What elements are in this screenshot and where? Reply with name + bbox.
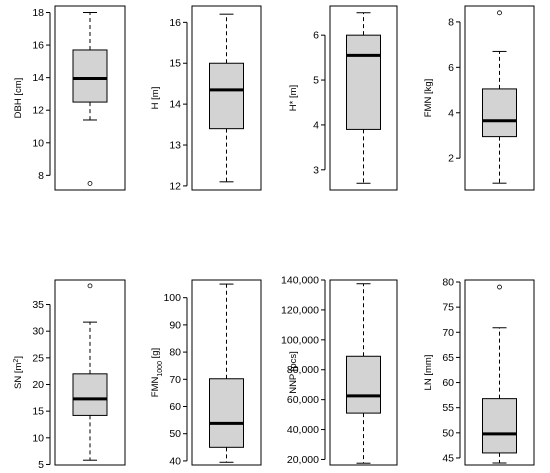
y-tick-label: 50 [442,427,454,439]
y-tick-label: 14 [169,99,181,111]
y-tick-label: 4 [448,107,454,119]
y-tick-label: 14 [32,72,44,84]
chart-panel: 8 10 12 14 16 18 DBH [cm] [13,5,126,191]
y-tick-label: 60 [442,377,454,389]
y-tick-label: 80 [169,347,181,359]
iqr-box [482,88,517,138]
y-tick-label: 50 [169,428,181,440]
chart-panel: 2 4 6 8 FMN [kg] [423,5,535,191]
outlier-point [497,284,502,290]
y-tick-label: 6 [313,30,319,42]
outlier-point [87,181,93,186]
y-tick-label: 8 [38,170,44,182]
y-tick-label: 15 [169,58,181,70]
y-tick-label: 10 [32,432,44,444]
chart-panel: 45 50 55 60 65 70 75 80 LN [mm] [423,277,535,466]
y-tick-label: 10 [32,137,44,149]
chart-panel: 12 13 14 15 16 H [m] [150,5,262,192]
y-axis-label: FMN [kg] [423,79,434,118]
plot-frame [329,5,398,191]
y-tick-label: 90 [169,319,181,331]
y-tick-label: 5 [38,459,44,471]
y-axis-label: LN [mm] [423,355,434,391]
y-tick-label: 140,000 [281,275,319,287]
chart-panel: 40 50 60 70 80 90 100 FMN1000 [g] [150,279,262,467]
plot-frame [191,279,262,466]
iqr-box [209,62,244,130]
outlier-point [87,283,93,289]
plot-frame [54,279,126,466]
y-tick-label: 30 [32,326,44,338]
y-tick-label: 40,000 [287,424,319,436]
y-tick-label: 25 [32,352,44,364]
y-tick-label: 4 [313,119,319,131]
y-tick-label: 3 [313,164,319,176]
plot-frame [464,5,535,191]
y-tick-label: 100 [163,292,181,304]
y-axis-label: H* [m] [288,85,299,111]
y-tick-label: 12 [32,105,44,117]
y-tick-label: 16 [169,17,181,29]
y-tick-label: 70 [442,327,454,339]
y-tick-label: 60 [169,401,181,413]
chart-panel: 3 4 5 6 H* [m] [288,5,398,191]
y-axis-label: SN [m2] [13,356,25,389]
outlier-point [497,10,502,16]
iqr-box [72,373,108,416]
chart-panel: 20,000 40,000 60,000 80,000 100,000 120,000 14… [281,275,398,466]
y-tick-label: 2 [448,153,454,165]
y-tick-label: 80 [442,277,454,289]
y-tick-label: 18 [32,7,44,19]
y-tick-label: 75 [442,302,454,314]
y-tick-label: 70 [169,374,181,386]
y-tick-label: 40 [169,455,181,467]
chart-panel: 5 10 15 20 25 30 35 SN [m2] [13,279,126,471]
y-tick-label: 5 [313,75,319,87]
y-tick-label: 6 [448,62,454,74]
y-tick-label: 80,000 [287,364,319,376]
plot-frame [191,5,262,191]
plot-frame [329,279,398,466]
y-tick-label: 16 [32,40,44,52]
y-tick-label: 35 [32,299,44,311]
y-axis-label: DBH [cm] [13,78,24,119]
y-axis-label: NNP [pcs] [288,351,299,394]
y-tick-label: 100,000 [281,334,319,346]
y-axis-label: H [m] [150,87,161,110]
iqr-box [346,34,381,130]
plot-frame [464,279,535,466]
iqr-box [209,378,244,448]
iqr-box [346,355,381,414]
y-tick-label: 120,000 [281,304,319,316]
y-tick-label: 13 [169,140,181,152]
y-tick-label: 12 [169,180,181,192]
plot-frame [54,5,126,191]
y-axis-label: FMN1000 [g] [150,348,164,397]
iqr-box [72,49,108,103]
y-tick-label: 20,000 [287,454,319,466]
y-tick-label: 60,000 [287,394,319,406]
iqr-box [482,398,517,454]
y-tick-label: 65 [442,352,454,364]
y-tick-label: 20 [32,379,44,391]
y-tick-label: 55 [442,402,454,414]
y-tick-label: 15 [32,406,44,418]
y-tick-label: 45 [442,452,454,464]
y-tick-label: 8 [448,16,454,28]
